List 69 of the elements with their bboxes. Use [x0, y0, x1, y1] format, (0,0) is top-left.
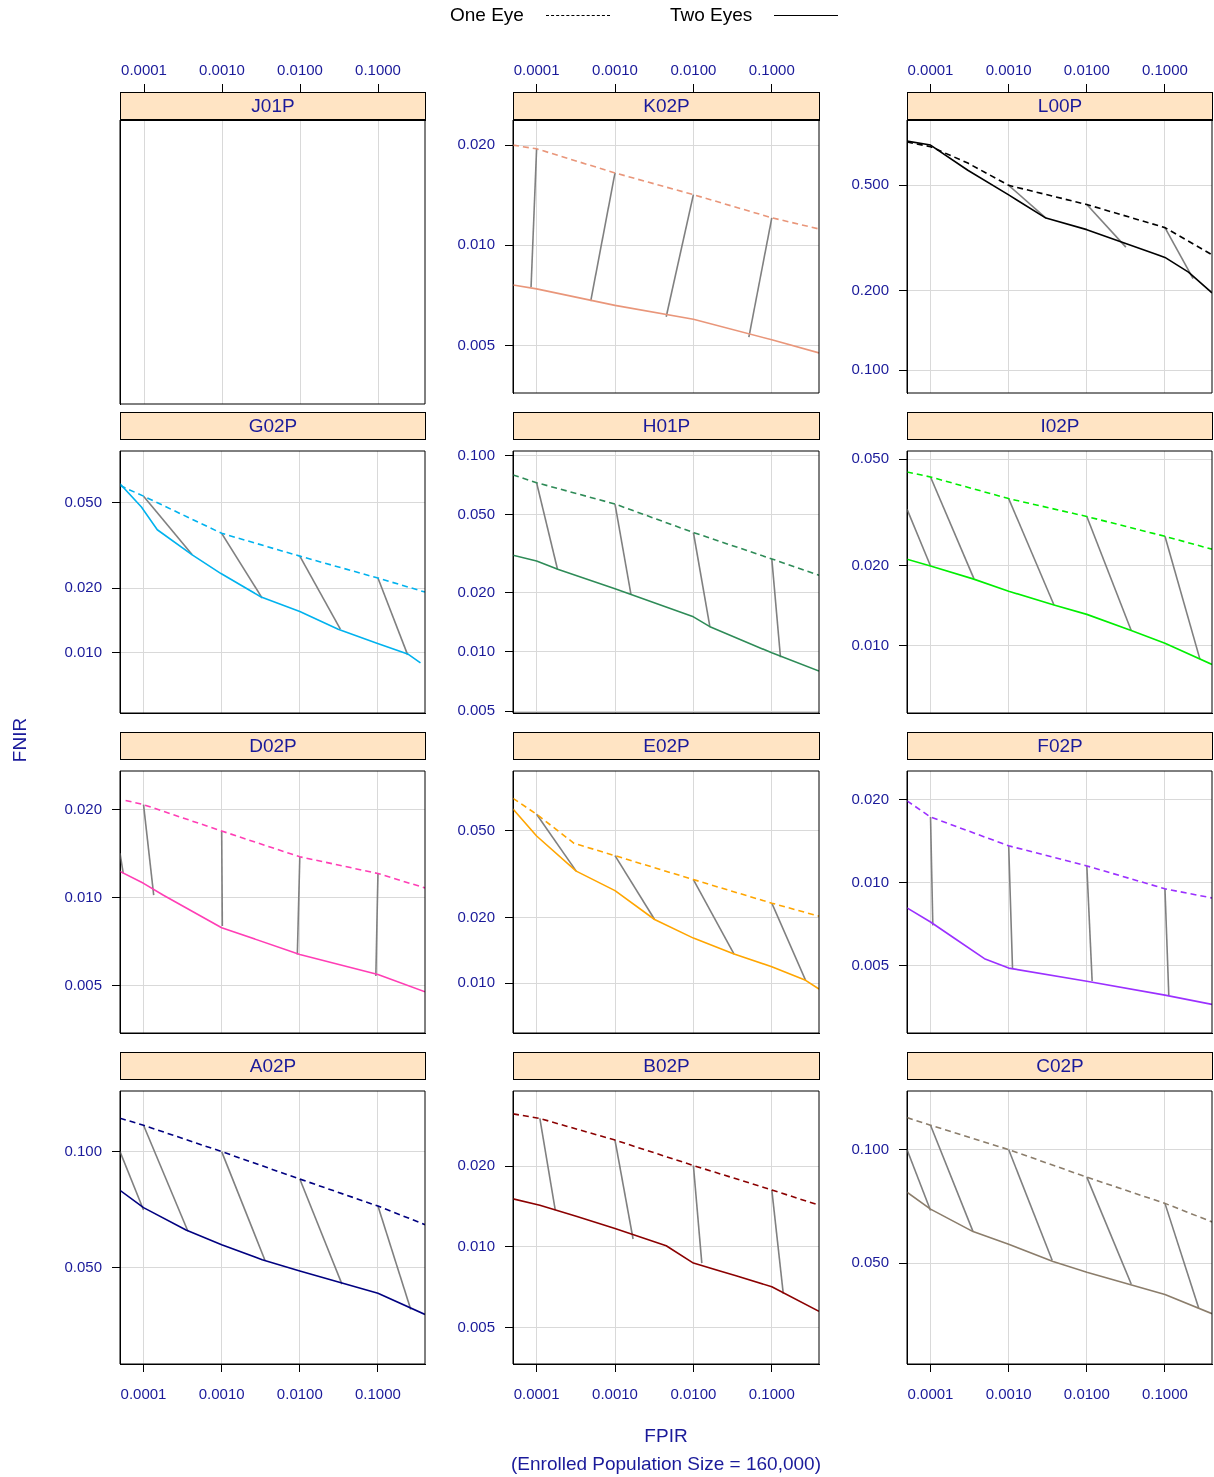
- y-tick-label: 0.100: [64, 1141, 102, 1159]
- chart-title: D02P: [120, 732, 426, 760]
- y-tick-label: 0.020: [64, 799, 102, 817]
- y-tick-label: 0.005: [457, 335, 495, 353]
- x-tick-label: 0.0001: [120, 1385, 167, 1403]
- x-tick-label: 0.0010: [198, 1385, 245, 1403]
- x-tick-label: 0.0001: [513, 1385, 560, 1403]
- x-tick-label: 0.0010: [985, 61, 1032, 79]
- x-axis-title: FPIR (Enrolled Population Size = 160,000): [510, 1424, 822, 1476]
- chart-title: L00P: [907, 92, 1213, 120]
- y-tick-label: 0.100: [851, 360, 889, 378]
- y-tick-label: 0.010: [457, 235, 495, 253]
- y-tick-label: 0.050: [457, 821, 495, 839]
- x-tick-label: 0.0100: [276, 1385, 323, 1403]
- chart-title: E02P: [513, 732, 820, 760]
- y-axis-title: FNIR: [9, 716, 31, 765]
- x-tick-label: 0.0010: [592, 1385, 638, 1403]
- x-tick-label: 0.1000: [1142, 61, 1188, 79]
- y-tick-label: 0.050: [457, 504, 495, 522]
- y-tick-label: 0.500: [851, 175, 889, 193]
- chart-title: G02P: [120, 412, 426, 440]
- legend-label: One Eye: [450, 4, 524, 26]
- y-tick-label: 0.050: [64, 1258, 102, 1276]
- y-tick-label: 0.020: [851, 555, 889, 573]
- chart-title: I02P: [907, 412, 1213, 440]
- y-tick-label: 0.020: [457, 135, 495, 153]
- y-tick-label: 0.020: [64, 578, 102, 596]
- x-tick-label: 0.1000: [355, 1385, 401, 1403]
- x-tick-label: 0.0010: [592, 61, 638, 79]
- x-tick-label: 0.0001: [907, 1385, 954, 1403]
- y-tick-label: 0.010: [851, 872, 889, 890]
- x-tick-label: 0.0100: [1063, 1385, 1110, 1403]
- y-tick-label: 0.100: [457, 445, 495, 463]
- y-tick-label: 0.010: [457, 973, 495, 991]
- legend-label: Two Eyes: [669, 4, 753, 26]
- y-tick-label: 0.005: [457, 701, 495, 719]
- y-tick-label: 0.020: [457, 1156, 495, 1174]
- y-tick-label: 0.005: [64, 975, 102, 993]
- x-tick-label: 0.1000: [748, 1385, 795, 1403]
- x-tick-label: 0.0100: [670, 61, 717, 79]
- text: J01P: [120, 92, 426, 120]
- y-tick-label: 0.100: [851, 1139, 889, 1157]
- y-tick-label: 0.010: [457, 642, 495, 660]
- y-tick-label: 0.200: [851, 280, 889, 298]
- x-tick-label: 0.1000: [1142, 1385, 1188, 1403]
- x-tick-label: 0.0001: [907, 61, 954, 79]
- y-tick-label: 0.020: [851, 789, 889, 807]
- y-tick-label: 0.020: [457, 907, 495, 925]
- y-tick-label: 0.050: [64, 492, 102, 510]
- x-tick-label: 0.0001: [513, 61, 560, 79]
- chart-title: B02P: [513, 1052, 820, 1080]
- y-tick-label: 0.050: [851, 449, 889, 467]
- chart-title: A02P: [120, 1052, 426, 1080]
- x-tick-label: 0.1000: [748, 61, 795, 79]
- chart-title: F02P: [907, 732, 1213, 760]
- chart-title: H01P: [513, 412, 820, 440]
- y-tick-label: 0.005: [851, 955, 889, 973]
- x-tick-label: 0.0100: [1063, 61, 1110, 79]
- chart-title: K02P: [513, 92, 820, 120]
- x-tick-label: 0.0100: [670, 1385, 717, 1403]
- y-tick-label: 0.010: [851, 635, 889, 653]
- y-tick-label: 0.050: [851, 1253, 889, 1271]
- y-tick-label: 0.010: [64, 887, 102, 905]
- y-tick-label: 0.005: [457, 1317, 495, 1335]
- y-tick-label: 0.010: [457, 1237, 495, 1255]
- y-tick-label: 0.010: [64, 643, 102, 661]
- y-tick-label: 0.020: [457, 583, 495, 601]
- chart-title: C02P: [907, 1052, 1213, 1080]
- x-tick-label: 0.0010: [985, 1385, 1032, 1403]
